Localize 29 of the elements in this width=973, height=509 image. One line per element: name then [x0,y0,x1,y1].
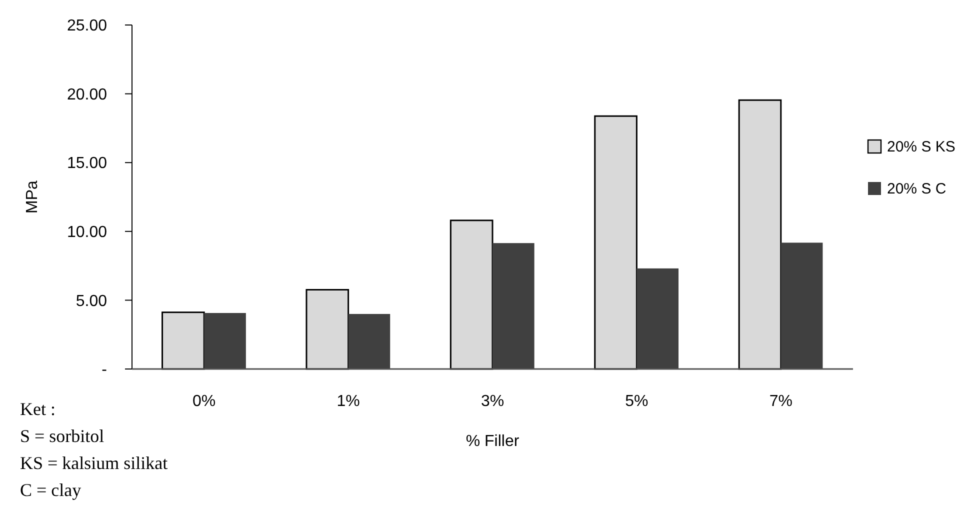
text: S = sorbitol [20,426,104,446]
x-tick-label: 3% [480,393,504,410]
bar [594,115,638,370]
bar [204,312,246,369]
text: C = clay [20,480,82,500]
x-axis-title: % Filler [466,433,520,450]
text: KS = kalsium silikat [20,453,168,473]
bar [492,243,534,369]
bar [162,312,205,370]
y-tick-label: - [102,362,107,379]
y-tick-label: 20.00 [66,86,108,104]
bar [306,288,350,370]
x-tick-label: 7% [769,393,792,410]
bar [450,220,494,370]
bar [348,314,390,369]
bar [780,242,823,369]
text: Ket : [20,399,56,419]
bar [738,99,782,370]
y-tick-label: 25.00 [66,18,108,35]
y-tick-label: 15.00 [66,155,108,172]
y-tick-label: 5.00 [76,292,108,310]
x-tick-label: 5% [625,393,648,410]
x-tick-label: 1% [336,393,360,410]
bar [636,268,679,369]
y-tick-label: 10.00 [66,224,108,241]
x-tick-label: 0% [192,393,216,410]
y-axis-title: MPa [24,180,41,214]
legend-label: 20% S C [887,180,946,198]
legend-label: 20% S KS [887,138,956,156]
